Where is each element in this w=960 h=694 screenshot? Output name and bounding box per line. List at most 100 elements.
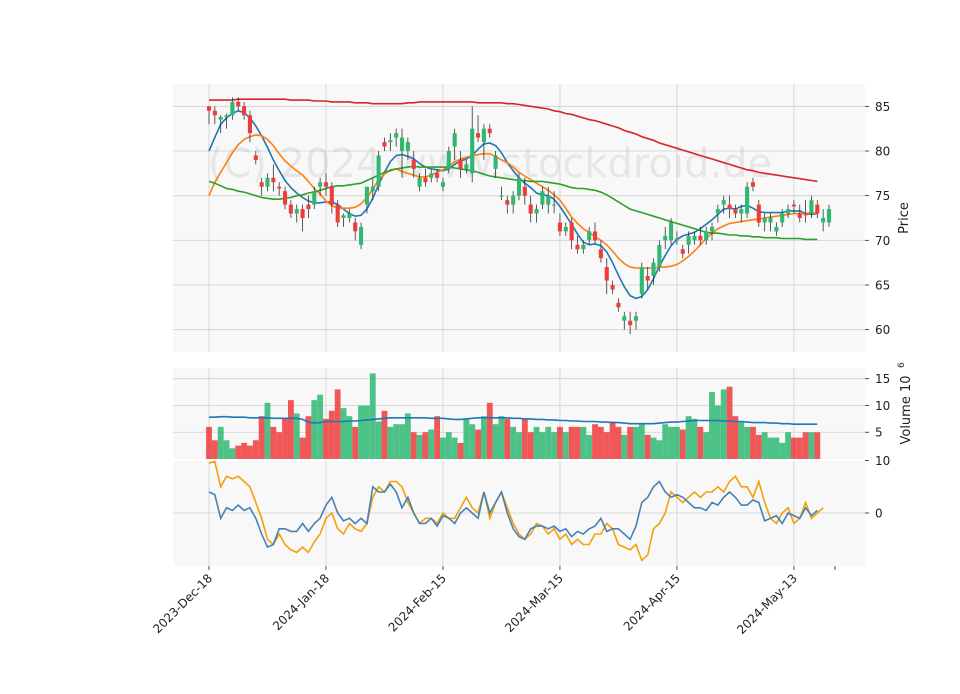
volume-bar xyxy=(720,389,727,459)
volume-bar xyxy=(282,418,288,459)
volume-bar xyxy=(486,402,493,459)
candle-body xyxy=(405,142,410,151)
volume-bar xyxy=(679,429,686,459)
candle-body xyxy=(552,204,557,206)
candle-body xyxy=(715,209,720,214)
candle-body xyxy=(622,316,627,321)
candle-body xyxy=(487,128,492,134)
candle-body xyxy=(592,231,598,241)
volume-bar xyxy=(428,429,435,459)
volume-bar xyxy=(685,416,692,459)
volume-bar xyxy=(352,426,359,459)
candle-body xyxy=(587,231,592,241)
candle-body xyxy=(745,186,750,214)
candle-body xyxy=(364,186,369,205)
volume-bar xyxy=(328,410,335,459)
candle-body xyxy=(306,204,311,210)
candle-body xyxy=(218,117,223,120)
candle-body xyxy=(616,302,621,308)
volume-bar xyxy=(252,440,259,459)
candle-body xyxy=(569,222,574,241)
volume-bar xyxy=(785,432,791,459)
candle-body xyxy=(376,155,381,187)
volume-bar xyxy=(399,424,405,459)
volume-bar xyxy=(375,421,382,459)
candle-body xyxy=(288,204,293,214)
candle-body xyxy=(388,140,393,143)
price-tick-label: 60 xyxy=(875,323,890,337)
volume-bar xyxy=(440,437,446,459)
volume-bar xyxy=(592,424,598,459)
candle-body xyxy=(534,209,539,214)
candle-body xyxy=(347,213,352,218)
volume-bar xyxy=(796,437,803,459)
candle-body xyxy=(809,200,814,214)
volume-bar xyxy=(744,426,751,459)
volume-bar xyxy=(574,426,581,459)
candle-body xyxy=(476,133,481,138)
candle-body xyxy=(394,133,399,138)
volume-bar xyxy=(223,440,230,459)
volume-bar xyxy=(773,437,780,459)
volume-bar xyxy=(697,426,704,459)
volume-bar xyxy=(457,442,464,459)
candle-body xyxy=(698,235,703,241)
candle-body xyxy=(247,115,252,134)
candle-body xyxy=(628,320,633,326)
volume-bar xyxy=(416,434,423,459)
volume-bar xyxy=(434,416,441,459)
volume-bar xyxy=(480,416,487,459)
candle-body xyxy=(815,204,820,214)
price-tick-label: 65 xyxy=(875,279,890,293)
candle-body xyxy=(464,164,469,169)
candle-body xyxy=(335,204,340,223)
volume-bar xyxy=(691,418,698,459)
oscillator-tick-label: 10 xyxy=(875,454,890,468)
volume-bar xyxy=(311,400,318,459)
candle-body xyxy=(294,209,299,214)
volume-bar xyxy=(393,424,400,459)
candle-body xyxy=(236,101,241,107)
volume-bar xyxy=(609,421,616,459)
candle-body xyxy=(282,191,288,205)
candle-body xyxy=(516,177,522,196)
candle-body xyxy=(692,235,697,241)
candle-body xyxy=(446,151,451,169)
candle-body xyxy=(505,200,510,205)
volume-bar xyxy=(264,402,271,459)
price-axis-label: Price xyxy=(897,202,912,234)
volume-bar xyxy=(603,432,610,459)
volume-bar xyxy=(551,432,558,459)
volume-bar xyxy=(445,432,452,459)
volume-bar xyxy=(305,416,312,459)
candle-body xyxy=(733,209,738,214)
oscillator-line xyxy=(208,460,824,562)
candle-body xyxy=(739,209,744,214)
volume-bar xyxy=(568,426,575,459)
volume-bar xyxy=(381,410,388,459)
candle-body xyxy=(563,226,568,232)
moving-average-line xyxy=(209,98,818,183)
candle-body xyxy=(259,182,264,187)
volume-bar xyxy=(779,442,786,459)
candle-body xyxy=(353,222,358,232)
volume-bar xyxy=(790,437,797,459)
volume-bar xyxy=(586,434,593,459)
price-tick-label: 70 xyxy=(875,234,890,248)
volume-bar xyxy=(323,418,329,459)
volume-bar xyxy=(387,426,394,459)
candle-body xyxy=(411,159,416,169)
volume-bar xyxy=(369,373,376,459)
volume-bar xyxy=(615,426,622,459)
candle-body xyxy=(277,186,282,189)
candle-body xyxy=(750,182,756,187)
volume-bar xyxy=(755,434,762,459)
volume-bar xyxy=(761,432,768,459)
candle-body xyxy=(435,173,440,178)
candle-body xyxy=(826,209,832,223)
volume-bar xyxy=(364,405,370,459)
volume-bar xyxy=(562,432,569,459)
volume-bar xyxy=(767,437,774,459)
candle-body xyxy=(540,191,545,205)
volume-bar xyxy=(580,426,587,459)
